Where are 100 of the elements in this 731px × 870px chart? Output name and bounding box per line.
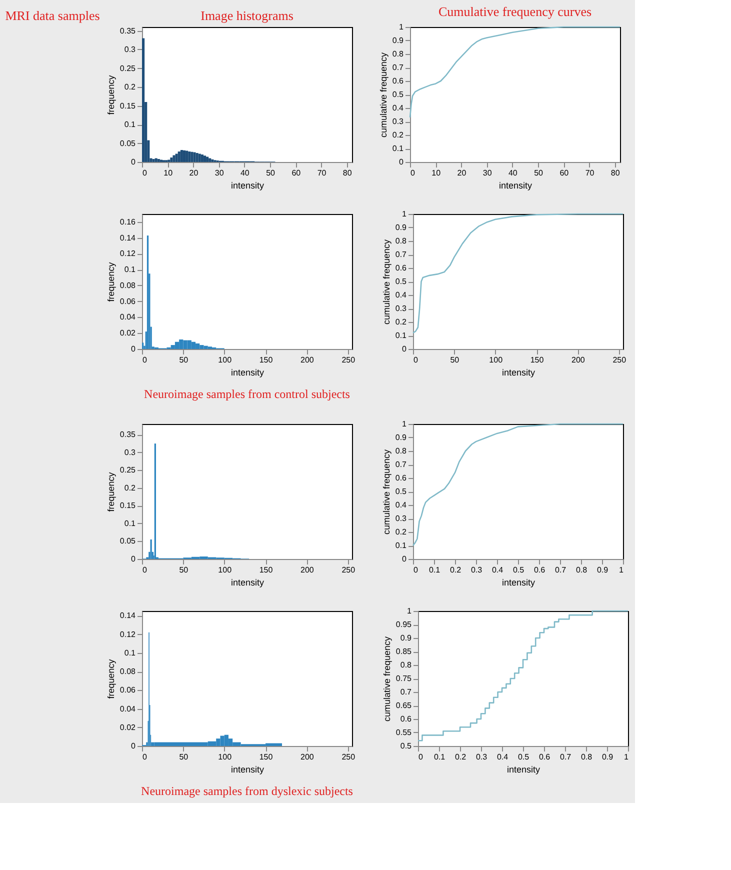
y-tick-label: 0.4 [392,104,404,112]
y-tick-label: 1 [407,606,412,616]
y-tick-label: 0.1 [124,120,136,129]
y-tick-label: 0.8 [392,50,404,58]
x-axis-title: intensity [230,764,264,774]
x-axis-title: intensity [506,764,540,774]
y-tick-label: 0.8 [395,236,408,246]
y-tick-label: 0.7 [392,63,404,72]
x-tick-label: 10 [432,168,442,178]
x-tick-label: 50 [450,356,460,364]
y-tick-label: 0 [399,158,404,166]
y-tick-label: 0.12 [120,630,136,639]
y-axis-title: frequency [106,74,116,115]
y-tick-label: 0.2 [395,528,408,536]
text: MRI data samples [5,8,100,23]
x-tick-label: 150 [530,356,544,364]
x-tick-label: 0.3 [476,752,488,762]
y-tick-label: 0.3 [392,117,404,126]
y-tick-label: 0 [402,344,408,354]
y-tick-label: 0.3 [124,448,136,457]
y-tick-label: 0.7 [400,688,412,696]
y-tick-label: 0.5 [395,277,408,286]
y-tick-label: 0.6 [395,264,408,272]
x-tick-label: 0 [142,356,148,364]
x-tick-label: 0.7 [554,566,567,574]
y-tick-label: 0.08 [120,667,136,676]
y-tick-label: 0.55 [396,728,412,737]
x-tick-label: 70 [317,168,327,178]
x-tick-label: 100 [489,356,504,364]
x-tick-label: 0.2 [454,752,467,762]
x-tick-label: 150 [259,356,274,364]
x-tick-label: 0.1 [434,752,446,762]
y-tick-label: 0.4 [395,290,408,300]
y-tick-label: 0 [131,158,136,166]
chart-title: Image histograms [200,8,294,23]
x-tick-label: 200 [300,356,314,364]
x-tick-label: 100 [218,752,232,762]
y-axis-title: frequency [106,262,116,302]
x-tick-label: 200 [300,566,314,574]
x-tick-label: 30 [482,168,492,178]
x-tick-label: 50 [534,168,544,178]
x-tick-label: 1 [624,752,630,762]
y-tick-label: 0.2 [392,130,404,140]
y-tick-label: 0.2 [124,483,136,492]
x-axis-title: intensity [498,180,532,190]
x-tick-label: 250 [612,356,627,364]
y-tick-label: 0 [131,554,136,564]
y-tick-label: 0.7 [395,460,408,469]
text: Neuroimage samples from dyslexic subjects [141,784,354,798]
x-tick-label: 0.6 [534,566,546,574]
y-tick-label: 0.9 [400,634,412,642]
y-tick-label: 0.2 [124,82,136,92]
x-tick-label: 0.8 [576,566,588,574]
x-tick-label: 250 [342,356,356,364]
y-tick-label: 0.35 [120,26,136,36]
x-tick-label: 60 [560,168,570,178]
x-tick-label: 0.5 [518,752,530,762]
x-tick-label: 50 [179,752,189,762]
y-tick-label: 0.12 [120,249,136,258]
y-tick-label: 0.15 [120,501,136,510]
x-tick-label: 0.7 [560,752,572,762]
x-tick-label: 0.9 [596,566,609,574]
x-tick-label: 0.4 [492,566,504,574]
x-tick-label: 40 [508,168,518,178]
x-tick-label: 250 [342,752,356,762]
x-tick-label: 20 [457,168,467,178]
x-tick-label: 0.2 [450,566,462,574]
x-axis-title: intensity [502,368,536,378]
y-tick-label: 0.04 [120,704,136,714]
y-tick-label: 1 [402,210,408,218]
y-tick-label: 0.75 [396,674,412,683]
x-axis-title: intensity [230,180,264,190]
y-tick-label: 0.15 [120,101,136,110]
x-tick-label: 0 [418,752,424,762]
x-tick-label: 20 [189,168,199,178]
x-tick-label: 200 [300,752,314,762]
y-tick-label: 0.5 [392,90,404,99]
x-tick-label: 150 [259,566,274,574]
x-tick-label: 0.4 [496,752,509,762]
y-tick-label: 0.16 [120,217,136,226]
x-tick-label: 200 [572,356,586,364]
x-tick-label: 80 [610,168,620,178]
y-axis-title: cumulative frequency [378,52,388,138]
x-tick-label: 0 [414,566,418,574]
chart-title: Cumulative frequency curves [438,4,592,19]
x-tick-label: 0 [414,356,418,364]
x-tick-label: 50 [179,566,189,574]
y-tick-label: 0.02 [120,328,136,338]
x-tick-label: 10 [164,168,174,178]
x-tick-label: 50 [179,356,189,364]
y-axis-title: frequency [106,658,116,699]
y-tick-label: 0.1 [395,541,408,550]
x-tick-label: 250 [342,566,356,574]
y-tick-label: 0.95 [396,620,412,629]
y-tick-label: 0.1 [124,265,136,274]
y-tick-label: 0 [131,742,136,750]
y-tick-label: 0.1 [392,144,404,153]
y-axis-title: cumulative frequency [381,448,392,535]
y-tick-label: 0.5 [400,742,412,750]
x-tick-label: 1 [619,566,624,574]
